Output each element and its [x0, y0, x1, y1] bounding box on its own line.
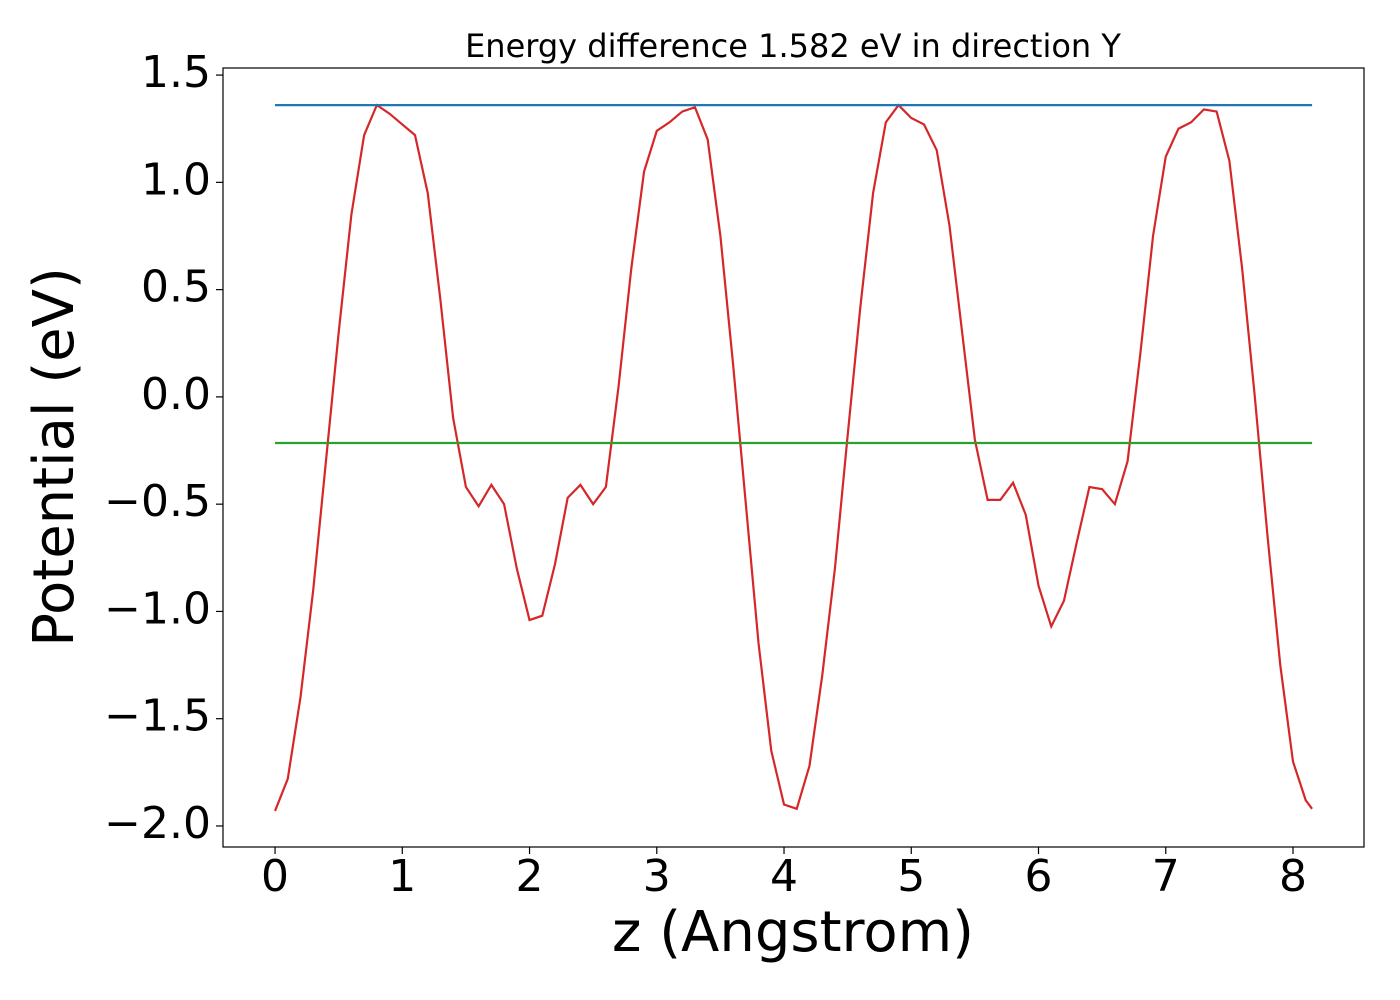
x-tick-label: 0: [261, 851, 289, 902]
y-tick-label: −1.0: [104, 583, 211, 634]
y-tick-label: 1.5: [141, 47, 211, 98]
x-tick-label: 6: [1025, 851, 1053, 902]
x-tick-label: 3: [643, 851, 671, 902]
x-tick-label: 2: [516, 851, 544, 902]
y-axis-label: Potential (eV): [22, 267, 87, 647]
plot-frame: [222, 67, 1365, 848]
y-tick-label: 0.0: [141, 369, 211, 420]
y-tick-label: 1.0: [141, 154, 211, 205]
x-tick-label: 8: [1279, 851, 1307, 902]
y-tick-label: −0.5: [104, 476, 211, 527]
y-tick-label: −1.5: [104, 691, 211, 742]
line-series: [274, 103, 1313, 812]
x-tick-label: 1: [388, 851, 416, 902]
y-tick-label: −2.0: [104, 798, 211, 849]
x-tick-label: 7: [1152, 851, 1180, 902]
x-tick-label: 5: [897, 851, 925, 902]
x-axis-label: z (Angstrom): [612, 900, 974, 965]
chart-title: Energy difference 1.582 eV in direction …: [465, 27, 1121, 65]
x-tick-label: 4: [770, 851, 798, 902]
y-tick-label: 0.5: [141, 262, 211, 313]
